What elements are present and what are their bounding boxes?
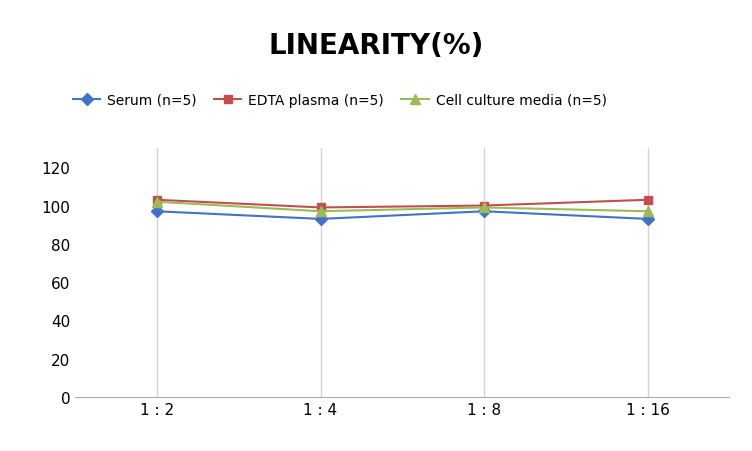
Line: Serum (n=5): Serum (n=5) bbox=[153, 207, 652, 224]
Text: LINEARITY(%): LINEARITY(%) bbox=[268, 32, 484, 60]
Line: EDTA plasma (n=5): EDTA plasma (n=5) bbox=[153, 196, 652, 212]
Serum (n=5) bbox=[153, 209, 162, 215]
Cell culture media (n=5) bbox=[480, 205, 489, 211]
Serum (n=5) bbox=[316, 217, 325, 222]
Line: Cell culture media (n=5): Cell culture media (n=5) bbox=[152, 198, 653, 216]
Cell culture media (n=5) bbox=[643, 209, 652, 215]
EDTA plasma (n=5) bbox=[316, 205, 325, 211]
Serum (n=5) bbox=[643, 217, 652, 222]
EDTA plasma (n=5) bbox=[480, 203, 489, 209]
Serum (n=5) bbox=[480, 209, 489, 215]
Cell culture media (n=5) bbox=[153, 199, 162, 205]
EDTA plasma (n=5) bbox=[153, 198, 162, 203]
Cell culture media (n=5) bbox=[316, 209, 325, 215]
EDTA plasma (n=5) bbox=[643, 198, 652, 203]
Legend: Serum (n=5), EDTA plasma (n=5), Cell culture media (n=5): Serum (n=5), EDTA plasma (n=5), Cell cul… bbox=[67, 88, 612, 113]
